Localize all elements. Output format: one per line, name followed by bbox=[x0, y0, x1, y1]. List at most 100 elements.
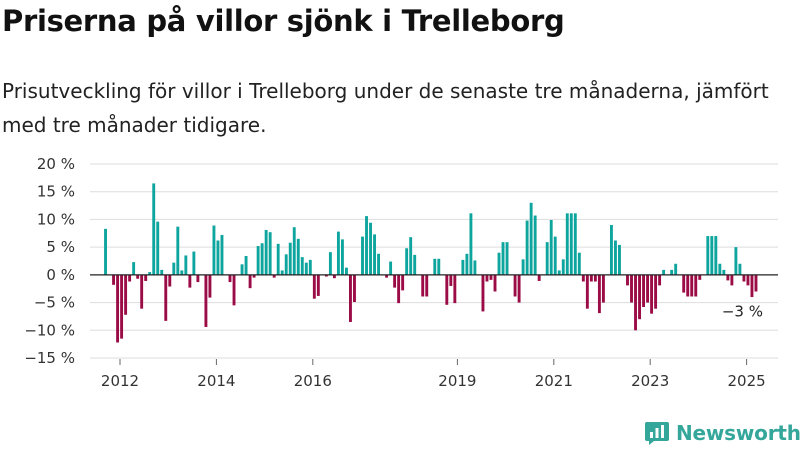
bar bbox=[421, 274, 425, 297]
bar bbox=[662, 269, 666, 275]
bar bbox=[493, 274, 497, 292]
y-tick-label: −5 % bbox=[34, 294, 75, 312]
bar bbox=[248, 274, 252, 289]
bar bbox=[473, 260, 477, 275]
bar bbox=[706, 236, 710, 275]
bar bbox=[292, 227, 296, 275]
bar bbox=[116, 274, 120, 343]
bar bbox=[738, 263, 742, 275]
bar bbox=[569, 213, 573, 275]
bar bbox=[288, 242, 292, 275]
bar bbox=[754, 274, 758, 292]
bar bbox=[176, 226, 180, 275]
bar bbox=[690, 274, 694, 297]
bar bbox=[549, 219, 553, 275]
bar bbox=[638, 274, 641, 320]
bar bbox=[164, 274, 168, 321]
bar bbox=[445, 274, 449, 305]
bar bbox=[328, 252, 332, 275]
bar bbox=[256, 246, 260, 275]
x-tick-label: 2012 bbox=[101, 372, 139, 390]
bar bbox=[168, 274, 172, 287]
bar bbox=[104, 228, 107, 275]
bar bbox=[750, 274, 754, 298]
bar bbox=[324, 274, 328, 277]
bar bbox=[140, 274, 144, 309]
bar bbox=[212, 225, 216, 275]
bar bbox=[614, 240, 617, 275]
bar bbox=[634, 274, 637, 331]
bar bbox=[128, 274, 132, 282]
bar bbox=[437, 258, 441, 275]
bar bbox=[469, 213, 473, 275]
bar bbox=[630, 274, 633, 303]
x-tick-label: 2016 bbox=[294, 372, 332, 390]
bar bbox=[349, 274, 352, 322]
bar bbox=[433, 258, 437, 275]
bar bbox=[216, 240, 220, 275]
bar bbox=[449, 274, 453, 286]
bar bbox=[120, 274, 124, 339]
bar bbox=[332, 274, 336, 279]
bar bbox=[152, 183, 156, 275]
newsworthy-wordmark: Newsworthy bbox=[676, 421, 800, 445]
bar bbox=[626, 274, 629, 286]
bar bbox=[192, 251, 196, 275]
y-tick-label: 5 % bbox=[46, 238, 75, 256]
bar bbox=[505, 242, 509, 275]
bar bbox=[670, 269, 674, 275]
bar bbox=[156, 221, 160, 275]
bar bbox=[280, 270, 284, 275]
y-tick-label: 15 % bbox=[37, 183, 75, 201]
bar bbox=[501, 242, 505, 275]
bar bbox=[300, 257, 304, 275]
y-tick-label: 10 % bbox=[37, 210, 75, 228]
bar bbox=[481, 274, 485, 312]
bar bbox=[722, 269, 726, 275]
bar bbox=[573, 213, 577, 275]
bar bbox=[220, 234, 224, 275]
bar bbox=[734, 247, 738, 275]
bar bbox=[694, 274, 698, 297]
bar bbox=[172, 262, 176, 275]
bar bbox=[160, 269, 164, 275]
bar bbox=[397, 274, 401, 304]
bar bbox=[489, 274, 493, 280]
bar bbox=[272, 274, 276, 278]
bar bbox=[726, 274, 730, 281]
bar bbox=[232, 274, 236, 306]
bar bbox=[393, 274, 397, 288]
bar bbox=[308, 259, 312, 275]
bar bbox=[389, 261, 393, 275]
bar bbox=[497, 252, 501, 275]
x-axis-ticks: 2012 2014 2016 2019 2021 2023 2025 bbox=[101, 359, 766, 390]
bar bbox=[296, 238, 300, 275]
chart-title: Priserna på villor sjönk i Trelleborg bbox=[2, 4, 565, 38]
bar bbox=[545, 242, 549, 275]
bar bbox=[461, 259, 465, 275]
bar bbox=[196, 274, 200, 283]
x-tick-label: 2025 bbox=[728, 372, 766, 390]
bar bbox=[276, 243, 280, 275]
bar bbox=[650, 274, 654, 314]
bar bbox=[188, 274, 192, 288]
bar bbox=[385, 274, 389, 278]
bar bbox=[577, 252, 581, 275]
bar bbox=[642, 274, 645, 308]
y-tick-label: 0 % bbox=[46, 266, 75, 284]
bar bbox=[601, 274, 605, 303]
bar bbox=[336, 231, 340, 275]
bar bbox=[618, 244, 621, 275]
bar bbox=[682, 274, 686, 293]
bar bbox=[240, 264, 244, 275]
bar bbox=[144, 274, 148, 281]
bar bbox=[365, 216, 368, 275]
y-axis-ticks: 20 % 15 % 10 % 5 % 0 % −5 % −10 % −15 % bbox=[24, 155, 75, 367]
bar bbox=[553, 236, 557, 275]
y-tick-label: −15 % bbox=[24, 349, 75, 367]
bar bbox=[593, 274, 597, 282]
bar bbox=[401, 274, 405, 291]
bar bbox=[124, 274, 128, 315]
bar bbox=[244, 256, 248, 275]
bar bbox=[589, 274, 593, 282]
